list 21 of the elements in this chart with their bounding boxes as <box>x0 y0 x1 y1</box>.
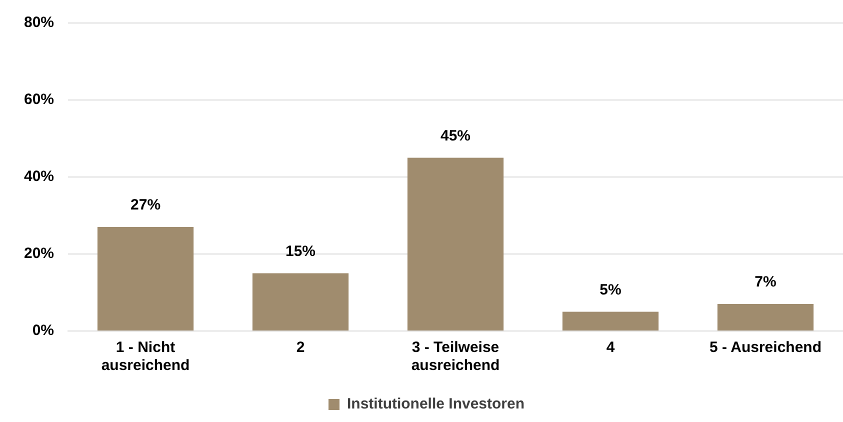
data-label: 5% <box>600 281 622 298</box>
y-tick-label: 0% <box>32 322 54 340</box>
bar <box>97 227 194 330</box>
data-label: 45% <box>440 127 471 144</box>
x-tick-label: 2 <box>296 339 305 356</box>
y-tick-label: 60% <box>24 91 54 108</box>
data-label: 27% <box>130 196 161 214</box>
bar <box>562 312 659 330</box>
bar <box>717 304 814 330</box>
x-tick-label: 5 - Ausreichend <box>710 339 822 356</box>
bar <box>407 158 504 330</box>
legend-label: Institutionelle Investoren <box>346 396 525 413</box>
x-tick-label: 3 - Teilweise ausreichend <box>411 339 500 374</box>
x-tick-label: 1 - Nicht ausreichend <box>101 339 190 374</box>
bar <box>252 273 349 330</box>
y-tick-label: 80% <box>24 14 54 32</box>
y-tick-label: 20% <box>24 245 54 262</box>
data-label: 7% <box>754 274 776 291</box>
y-tick-label: 40% <box>24 168 54 186</box>
x-tick-label: 4 <box>606 339 616 356</box>
data-label: 15% <box>286 242 316 260</box>
